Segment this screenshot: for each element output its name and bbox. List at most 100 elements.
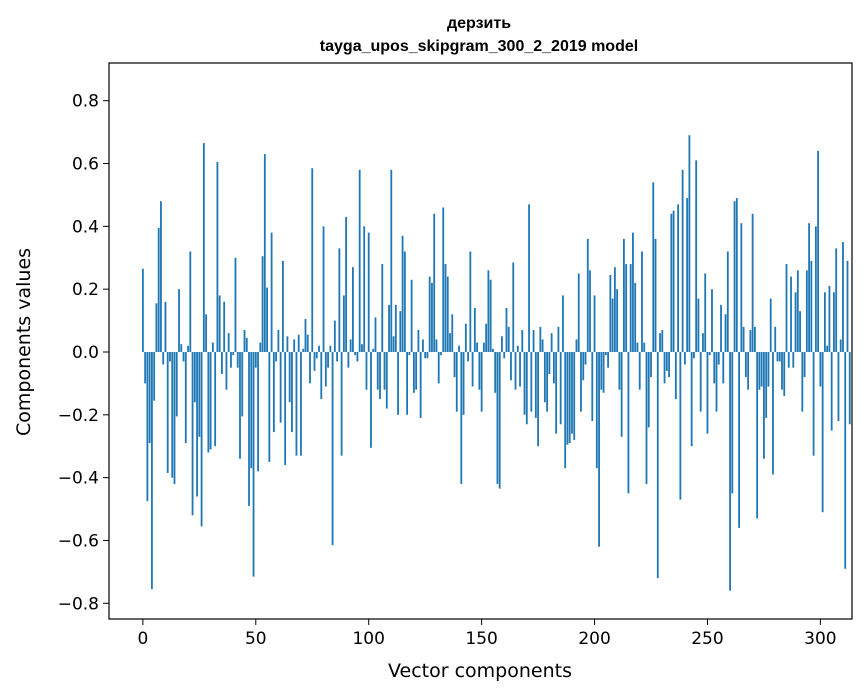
bar-219 bbox=[636, 342, 639, 352]
bar-27 bbox=[202, 143, 205, 352]
bar-96 bbox=[358, 169, 361, 352]
chart-title-line2: tayga_upos_skipgram_300_2_2019 model bbox=[320, 38, 638, 55]
bar-234 bbox=[670, 213, 673, 352]
y-tick-label: 0.0 bbox=[72, 343, 99, 363]
bar-251 bbox=[708, 351, 711, 356]
bar-29 bbox=[207, 351, 210, 453]
x-tick-label: 250 bbox=[691, 629, 723, 649]
bar-238 bbox=[679, 351, 682, 500]
bar-158 bbox=[498, 351, 501, 489]
bar-39 bbox=[230, 351, 232, 368]
bar-60 bbox=[277, 330, 280, 352]
bar-309 bbox=[839, 339, 842, 352]
bar-311 bbox=[844, 351, 847, 569]
bar-16 bbox=[178, 289, 180, 352]
bar-239 bbox=[681, 169, 684, 352]
bar-205 bbox=[604, 351, 607, 356]
bar-15 bbox=[175, 351, 178, 417]
bar-200 bbox=[593, 295, 596, 352]
bar-313 bbox=[848, 351, 851, 425]
bar-210 bbox=[616, 289, 619, 352]
bar-240 bbox=[683, 351, 686, 365]
bar-21 bbox=[189, 251, 192, 352]
bar-93 bbox=[352, 267, 354, 352]
bar-198 bbox=[589, 270, 591, 352]
bar-261 bbox=[731, 351, 734, 494]
bar-179 bbox=[546, 351, 549, 412]
bar-94 bbox=[354, 351, 357, 356]
bar-86 bbox=[336, 351, 338, 362]
bar-99 bbox=[365, 351, 368, 390]
x-tick-label: 0 bbox=[137, 629, 148, 649]
bar-156 bbox=[494, 351, 497, 393]
x-tick-label: 300 bbox=[804, 629, 836, 649]
bar-89 bbox=[342, 295, 345, 352]
bar-69 bbox=[297, 334, 300, 352]
bar-298 bbox=[814, 226, 817, 352]
bar-82 bbox=[327, 351, 329, 368]
bar-166 bbox=[516, 345, 519, 352]
bar-229 bbox=[659, 333, 661, 352]
bar-59 bbox=[275, 351, 278, 362]
bar-74 bbox=[309, 351, 311, 384]
bar-117 bbox=[406, 351, 409, 415]
bar-165 bbox=[514, 351, 517, 390]
bar-106 bbox=[381, 264, 384, 352]
bar-310 bbox=[842, 242, 844, 352]
bar-115 bbox=[401, 235, 404, 352]
bar-171 bbox=[528, 204, 530, 352]
bar-148 bbox=[476, 342, 479, 352]
bar-274 bbox=[760, 351, 763, 387]
bar-244 bbox=[693, 351, 695, 359]
bar-28 bbox=[205, 314, 208, 352]
bar-111 bbox=[392, 336, 395, 352]
y-tick-label: 0.2 bbox=[72, 280, 99, 300]
bar-45 bbox=[243, 330, 246, 352]
bar-80 bbox=[322, 226, 325, 352]
bar-138 bbox=[453, 351, 456, 378]
bar-83 bbox=[329, 345, 332, 352]
bar-265 bbox=[740, 223, 743, 352]
bar-276 bbox=[765, 351, 768, 418]
bar-297 bbox=[812, 351, 815, 456]
bar-218 bbox=[634, 282, 637, 352]
bar-130 bbox=[435, 339, 438, 352]
bar-10 bbox=[164, 301, 167, 352]
bar-281 bbox=[776, 351, 779, 362]
bar-266 bbox=[742, 326, 745, 352]
bar-49 bbox=[252, 351, 255, 577]
bar-18 bbox=[182, 351, 185, 362]
bar-280 bbox=[774, 326, 777, 352]
bar-299 bbox=[817, 150, 820, 352]
bar-175 bbox=[537, 351, 539, 447]
bar-170 bbox=[525, 351, 528, 425]
bar-2 bbox=[146, 351, 149, 502]
bar-34 bbox=[218, 295, 221, 352]
y-tick-label: −0.6 bbox=[58, 531, 99, 551]
bar-258 bbox=[724, 314, 727, 352]
y-tick-label: 0.4 bbox=[72, 217, 99, 237]
bar-91 bbox=[347, 351, 350, 368]
bar-56 bbox=[268, 351, 271, 462]
bar-143 bbox=[464, 323, 467, 352]
bar-57 bbox=[270, 232, 273, 352]
bar-296 bbox=[810, 260, 813, 352]
bar-215 bbox=[627, 351, 630, 494]
bar-0 bbox=[141, 268, 144, 352]
x-tick-label: 100 bbox=[352, 629, 384, 649]
bar-66 bbox=[291, 351, 293, 433]
bar-216 bbox=[629, 264, 632, 352]
bar-177 bbox=[541, 339, 544, 352]
bar-271 bbox=[753, 326, 756, 352]
bar-236 bbox=[674, 351, 677, 400]
bar-113 bbox=[397, 351, 399, 415]
bar-140 bbox=[458, 345, 460, 352]
bar-23 bbox=[193, 351, 196, 403]
bar-50 bbox=[254, 351, 257, 368]
bar-230 bbox=[661, 330, 664, 352]
bar-131 bbox=[437, 351, 440, 384]
bar-153 bbox=[487, 270, 490, 352]
bar-208 bbox=[611, 298, 614, 352]
bar-253 bbox=[713, 351, 716, 384]
